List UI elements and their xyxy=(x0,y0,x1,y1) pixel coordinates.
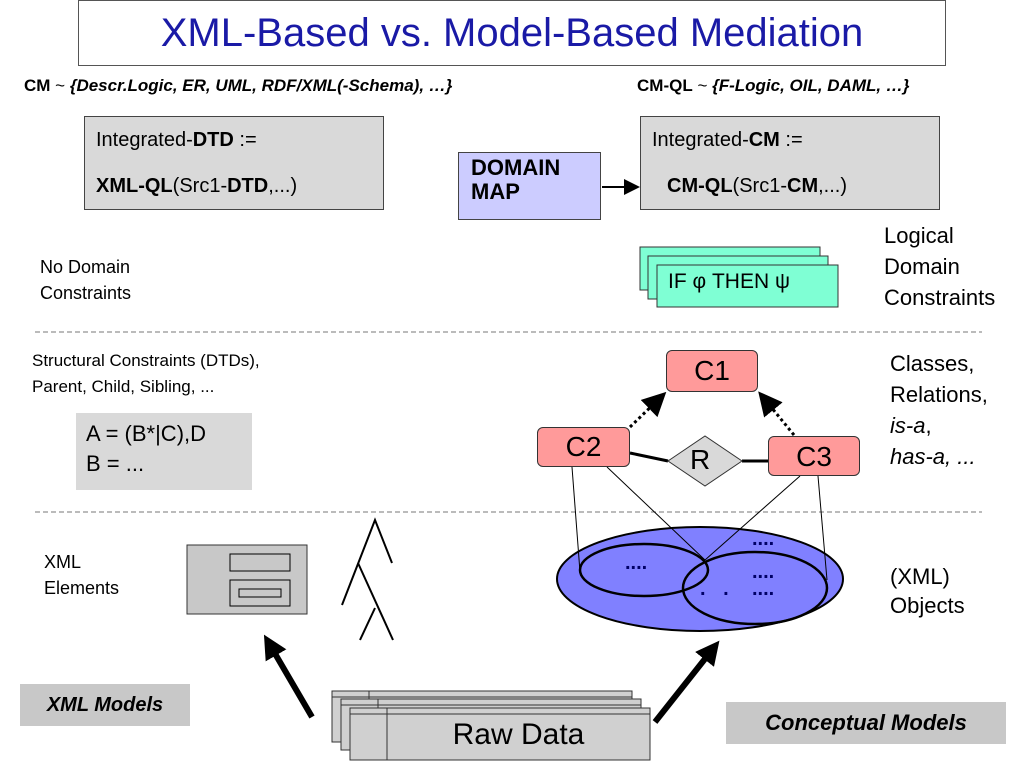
dtd-rules-box: A = (B*|C),D B = ... xyxy=(76,413,252,490)
object-dots-c: .... xyxy=(752,561,775,583)
structural-constraints: Structural Constraints (DTDs), Parent, Ch… xyxy=(32,351,260,396)
mapping-lines xyxy=(571,466,828,581)
raw-data-stack xyxy=(331,690,651,761)
logical-domain-constraints: Logical Domain Constraints xyxy=(884,223,996,310)
cmql-label: CM-QL xyxy=(637,76,693,95)
integrated-dtd-line1: Integrated-DTD := xyxy=(96,129,257,151)
xml-elements-label: XML Elements xyxy=(44,552,120,598)
integrated-cm-line1: Integrated-CM := xyxy=(652,129,803,151)
object-dots-b: .... xyxy=(752,528,775,550)
tilde: ~ xyxy=(50,76,70,95)
integrated-cm-line2: CM-QL(Src1-CM,...) xyxy=(667,175,847,197)
xml-objects-label: (XML) Objects xyxy=(890,564,965,618)
integrated-dtd-box: Integrated-DTD := XML-QL(Src1-DTD,...) xyxy=(84,116,384,210)
classes-relations-label: Classes, Relations, is-a, has-a, ... xyxy=(890,351,988,469)
relation-label: R xyxy=(690,444,711,475)
raw-data-label: Raw Data xyxy=(452,718,585,751)
cm-label: CM xyxy=(24,76,51,95)
xml-models-label: XML Models xyxy=(20,684,190,726)
class-node-c2: C2 xyxy=(537,427,630,467)
slide-title: XML-Based vs. Model-Based Mediation xyxy=(78,0,946,66)
header-right: CM-QL ~ {F-Logic, OIL, DAML, …} xyxy=(637,76,909,96)
object-dots-a: .... xyxy=(625,552,648,574)
isa-arrow-c2 xyxy=(628,391,667,429)
class-node-c3: C3 xyxy=(768,436,860,476)
arrow-to-xml-models xyxy=(263,634,315,719)
cm-set: {Descr.Logic, ER, UML, RDF/XML(-Schema),… xyxy=(69,76,453,95)
rule-text: IF φ THEN ψ xyxy=(668,270,790,293)
integrated-cm-box: Integrated-CM := CM-QL(Src1-CM,...) xyxy=(640,116,940,210)
class-node-c1: C1 xyxy=(666,350,758,392)
tree-icon xyxy=(341,517,394,641)
class-extent-right xyxy=(681,550,829,626)
cmql-set: {F-Logic, OIL, DAML, …} xyxy=(712,76,910,95)
tilde: ~ xyxy=(692,76,713,95)
rule-cards xyxy=(639,246,839,308)
no-domain-constraints: No Domain Constraints xyxy=(40,257,132,303)
arrow-to-conceptual-models xyxy=(652,640,720,724)
isa-arrow-c3 xyxy=(758,391,796,436)
domain-map-box: DOMAIN MAP xyxy=(458,152,601,220)
object-dots-d: . . xyxy=(700,578,729,600)
relation-edge-c2 xyxy=(629,451,669,463)
conceptual-models-label: Conceptual Models xyxy=(726,702,1006,744)
xml-element-icon xyxy=(186,544,308,615)
domain-map-l2: MAP xyxy=(471,179,520,204)
relation-diamond xyxy=(667,435,743,487)
domain-map-l1: DOMAIN xyxy=(471,155,561,180)
header-left: CM ~ {Descr.Logic, ER, UML, RDF/XML(-Sch… xyxy=(24,76,452,96)
integrated-dtd-line2: XML-QL(Src1-DTD,...) xyxy=(96,175,298,197)
object-dots-c2: .... xyxy=(752,578,775,600)
